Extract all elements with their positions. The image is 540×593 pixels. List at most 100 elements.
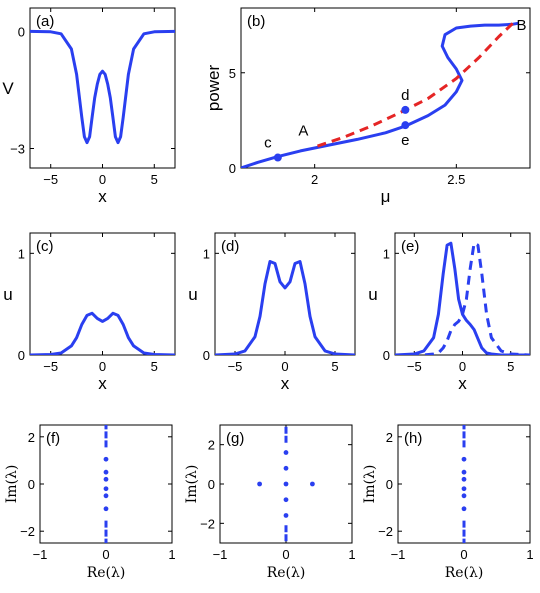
eigenvalue-point (103, 506, 109, 512)
x-tick-label: −1 (391, 547, 406, 562)
x-tick-label: 5 (151, 172, 158, 187)
y-axis-label: Im(λ) (362, 465, 378, 504)
y-tick-label: 1 (383, 246, 390, 261)
eigenvalue-point (283, 497, 289, 503)
y-tick-label: 1 (18, 246, 25, 261)
eigenvalue-point (103, 493, 109, 499)
plot-area (395, 241, 530, 355)
x-tick-label: 5 (507, 359, 514, 374)
x-tick-label: 0 (282, 547, 289, 562)
plot-area (215, 260, 355, 355)
eigenvalue-point (103, 486, 109, 492)
plot-area (461, 425, 467, 543)
x-tick-label: 5 (151, 359, 158, 374)
plot-area (241, 21, 519, 168)
eigenvalue-point (310, 481, 315, 487)
panel-label: (f) (46, 430, 60, 447)
panel-label: (g) (226, 430, 244, 447)
x-tick-label: 1 (168, 547, 175, 562)
x-tick-label: 2.5 (447, 172, 465, 187)
y-axis-label: u (188, 285, 197, 304)
y-tick-label: 0 (28, 477, 35, 492)
x-tick-label: 0 (102, 547, 109, 562)
point-label-c: c (264, 135, 272, 152)
y-tick-label: −2 (378, 524, 393, 539)
point-label-d: d (401, 87, 409, 104)
solid-series-line (395, 241, 530, 355)
panel-e: −5 0 5 0 1 x u (e) (368, 232, 531, 393)
y-tick-label: 0 (18, 24, 25, 39)
panel-g: −1 0 1 −2 0 2 Re(λ) Im(λ) (g) (184, 424, 356, 581)
point-d (401, 105, 410, 114)
panel-label: (c) (36, 238, 54, 255)
x-axis-label: μ (381, 187, 391, 206)
eigenvalue-point (461, 469, 467, 475)
panel-label: (h) (404, 430, 422, 447)
panel-label: (b) (247, 13, 265, 30)
y-tick-label: 1 (203, 246, 210, 261)
eigenvalue-point (283, 513, 289, 518)
y-tick-label: 2 (208, 438, 215, 453)
axes-box (240, 7, 531, 169)
point-label-e: e (401, 132, 409, 149)
panel-b: 2 2.5 0 5 μ power (b) c d e A B (204, 7, 531, 206)
y-tick-label: −2 (20, 524, 35, 539)
eigenvalue-point (461, 456, 467, 462)
x-tick-label: 1 (526, 547, 533, 562)
x-tick-label: 0 (281, 359, 288, 374)
x-axis-label: Re(λ) (267, 565, 306, 581)
y-tick-label: −2 (200, 516, 215, 531)
x-tick-label: −1 (33, 547, 48, 562)
y-tick-label: −3 (10, 141, 25, 156)
y-tick-label: 5 (229, 66, 236, 81)
x-tick-label: 5 (331, 359, 338, 374)
x-axis-label: x (281, 374, 290, 393)
y-tick-label: 0 (383, 348, 390, 363)
y-axis-label: V (2, 79, 14, 98)
x-tick-label: −5 (43, 359, 58, 374)
y-tick-label: 0 (203, 348, 210, 363)
x-axis-label: Re(λ) (445, 565, 484, 581)
y-tick-label: 0 (229, 161, 236, 176)
solid-series-line (215, 260, 355, 355)
panel-h: −1 0 1 −2 0 2 Re(λ) Im(λ) (h) (362, 424, 534, 581)
x-tick-label: −5 (43, 172, 58, 187)
x-tick-label: −1 (213, 547, 228, 562)
x-tick-label: 0 (99, 172, 106, 187)
y-tick-label: 2 (28, 430, 35, 445)
eigenvalue-point (103, 476, 109, 482)
plot-area (30, 311, 175, 355)
annotation-A: A (298, 123, 308, 140)
x-tick-label: −5 (228, 359, 243, 374)
dashed-series-line (395, 241, 530, 355)
x-tick-label: 0 (460, 547, 467, 562)
plot-area (103, 425, 109, 543)
plot-area (30, 29, 175, 145)
y-axis-label: u (368, 285, 377, 304)
y-axis-label: Im(λ) (4, 465, 20, 504)
x-axis-label: Re(λ) (87, 565, 126, 581)
eigenvalue-point (461, 506, 467, 512)
y-tick-label: 0 (208, 477, 215, 492)
eigenvalue-point (461, 493, 467, 499)
y-axis-label: Im(λ) (184, 465, 200, 504)
panel-d: −5 0 5 0 1 x u (d) (188, 232, 356, 393)
panel-c: −5 0 5 0 1 x u (c) (3, 232, 176, 393)
panel-f: −1 0 1 −2 0 2 Re(λ) Im(λ) (f) (4, 424, 176, 581)
x-tick-label: 1 (348, 547, 355, 562)
x-tick-label: 2 (311, 172, 318, 187)
x-axis-label: x (98, 187, 107, 206)
eigenvalue-point (103, 469, 109, 475)
y-tick-label: 2 (386, 430, 393, 445)
eigenvalue-point (283, 450, 289, 455)
x-axis-label: x (458, 374, 467, 393)
eigenvalue-point (283, 481, 289, 487)
x-axis-label: x (98, 374, 107, 393)
x-tick-label: 0 (99, 359, 106, 374)
point-e (401, 121, 410, 130)
eigenvalue-point (283, 465, 289, 471)
y-axis-label: u (3, 285, 12, 304)
plot-area (257, 425, 315, 543)
